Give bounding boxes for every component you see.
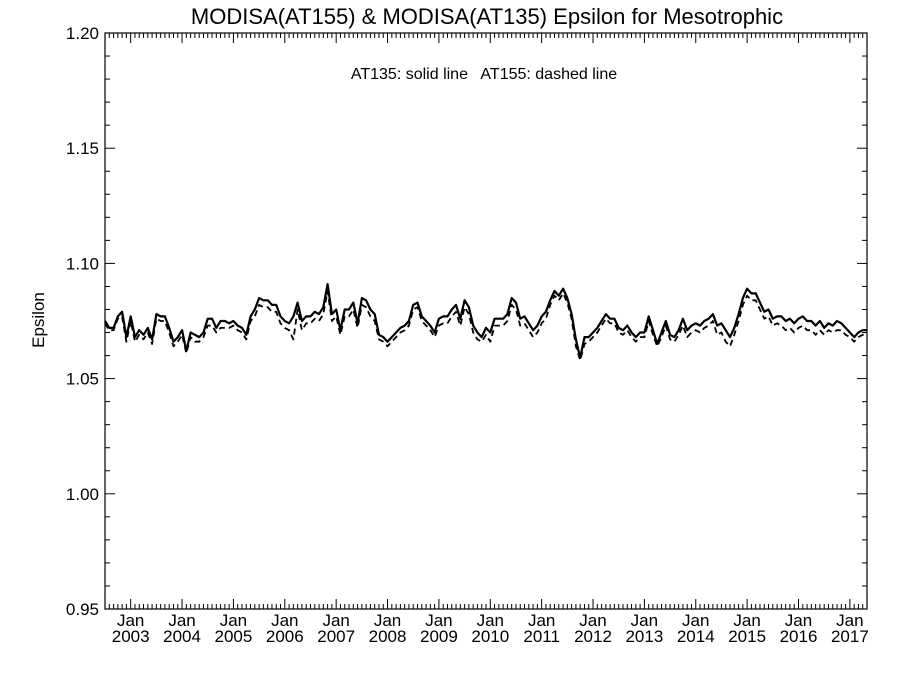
series-lines	[104, 283, 867, 362]
x-tick-label-month: Jan	[836, 611, 863, 630]
x-tick-label-month: Jan	[528, 611, 555, 630]
series-line-at135	[104, 283, 867, 359]
x-tick-label-month: Jan	[220, 611, 247, 630]
x-tick-label-year: 2003	[112, 627, 150, 646]
x-tick-label-month: Jan	[374, 611, 401, 630]
x-tick-label-year: 2006	[266, 627, 304, 646]
y-axis-label: Epsilon	[29, 292, 48, 348]
x-tick-label-year: 2013	[625, 627, 663, 646]
y-tick-label: 0.95	[66, 600, 99, 619]
x-tick-label-year: 2012	[574, 627, 612, 646]
x-tick-label-year: 2011	[523, 627, 560, 646]
x-tick-label-month: Jan	[785, 611, 812, 630]
x-tick-label-month: Jan	[271, 611, 298, 630]
series-style-annotation: AT135: solid line AT155: dashed line	[351, 66, 617, 83]
x-tick-label-month: Jan	[117, 611, 144, 630]
x-tick-label-year: 2017	[831, 627, 869, 646]
x-tick-label-year: 2010	[471, 627, 509, 646]
x-tick-label-year: 2008	[369, 627, 407, 646]
y-tick-label: 1.10	[66, 254, 99, 273]
x-tick-label-month: Jan	[322, 611, 349, 630]
y-tick-label: 1.15	[66, 139, 99, 158]
x-tick-label-year: 2005	[215, 627, 253, 646]
x-tick-label-month: Jan	[477, 611, 504, 630]
y-tick-label: 1.20	[66, 24, 99, 43]
x-tick-label-month: Jan	[733, 611, 760, 630]
x-tick-label-year: 2015	[728, 627, 766, 646]
plot-area-frame	[104, 32, 868, 610]
x-tick-label-year: 2014	[677, 627, 715, 646]
x-tick-label-year: 2004	[163, 627, 201, 646]
x-tick-label-month: Jan	[682, 611, 709, 630]
x-tick-label-month: Jan	[168, 611, 195, 630]
axis-ticks	[105, 32, 867, 610]
y-tick-label: 1.00	[66, 485, 99, 504]
series-line-at155	[104, 290, 867, 362]
axis-tick-labels: 0.951.001.051.101.151.20Jan2003Jan2004Ja…	[66, 24, 869, 646]
x-tick-label-month: Jan	[425, 611, 452, 630]
y-tick-label: 1.05	[66, 370, 99, 389]
x-tick-label-year: 2007	[317, 627, 355, 646]
x-tick-label-month: Jan	[579, 611, 606, 630]
x-tick-label-year: 2009	[420, 627, 458, 646]
x-tick-label-month: Jan	[631, 611, 658, 630]
chart-title: MODISA(AT155) & MODISA(AT135) Epsilon fo…	[191, 4, 783, 29]
x-tick-label-year: 2016	[780, 627, 818, 646]
